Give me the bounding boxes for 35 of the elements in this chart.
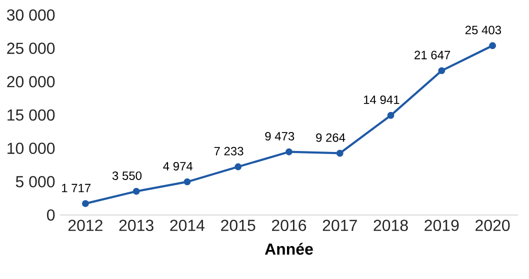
y-tick-label: 5 000 [16,176,55,188]
x-tick-label: 2012 [68,220,102,232]
point [132,188,140,195]
x-tick-label: 2019 [424,220,459,232]
data-label: 4 974 [163,162,193,170]
x-tick-label: 2018 [374,220,408,232]
point [438,67,446,74]
x-tick-label: 2020 [476,220,510,232]
y-tick-label: 0 [47,209,55,221]
point [286,148,292,156]
data-label: 21 647 [414,50,450,60]
data-label: 9 264 [316,133,346,142]
point [82,200,89,208]
y-tick-label: 30 000 [6,9,55,21]
data-label: 1 717 [62,184,90,192]
data-label: 25 403 [465,26,502,34]
data-label: 9 473 [265,132,294,140]
point [387,112,394,119]
x-tick-label: 2017 [322,220,357,232]
point [234,163,242,170]
x-axis-title: Année [264,242,313,255]
x-tick-label: 2013 [119,220,154,232]
y-tick-label: 20 000 [7,76,55,88]
y-tick-label: 15 000 [8,109,55,121]
data-label: 3 550 [112,171,142,180]
x-tick-label: 2014 [170,220,205,232]
data-label: 7 233 [214,146,244,156]
point [184,178,191,186]
point [489,42,496,50]
x-tick-label: 2015 [221,220,256,232]
y-tick-label: 25 000 [7,42,55,54]
y-tick-label: 10 000 [8,142,55,154]
x-tick-label: 2016 [272,220,306,232]
data-label: 14 941 [364,96,400,104]
point [336,150,344,157]
